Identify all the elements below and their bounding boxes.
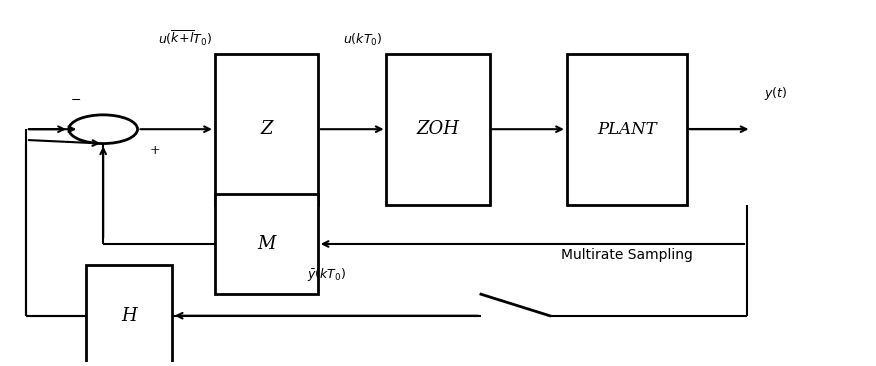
Text: $y(t)$: $y(t)$ xyxy=(764,85,788,102)
Text: $u(\overline{k\!+\!l}T_0)$: $u(\overline{k\!+\!l}T_0)$ xyxy=(158,29,212,49)
Bar xyxy=(215,54,318,205)
Text: Multirate Sampling: Multirate Sampling xyxy=(561,248,693,262)
Circle shape xyxy=(69,115,138,143)
Text: PLANT: PLANT xyxy=(597,121,657,138)
Text: $u(kT_0)$: $u(kT_0)$ xyxy=(343,33,382,49)
Bar xyxy=(215,194,318,294)
Text: −: − xyxy=(70,94,81,107)
Text: M: M xyxy=(258,235,275,253)
Bar xyxy=(386,54,490,205)
Text: ZOH: ZOH xyxy=(416,120,460,138)
Text: +: + xyxy=(150,144,160,157)
Text: Z: Z xyxy=(260,120,272,138)
Text: H: H xyxy=(121,307,137,325)
Bar xyxy=(567,54,687,205)
Bar xyxy=(86,265,172,366)
Text: $\bar{y}(kT_0)$: $\bar{y}(kT_0)$ xyxy=(307,266,346,283)
